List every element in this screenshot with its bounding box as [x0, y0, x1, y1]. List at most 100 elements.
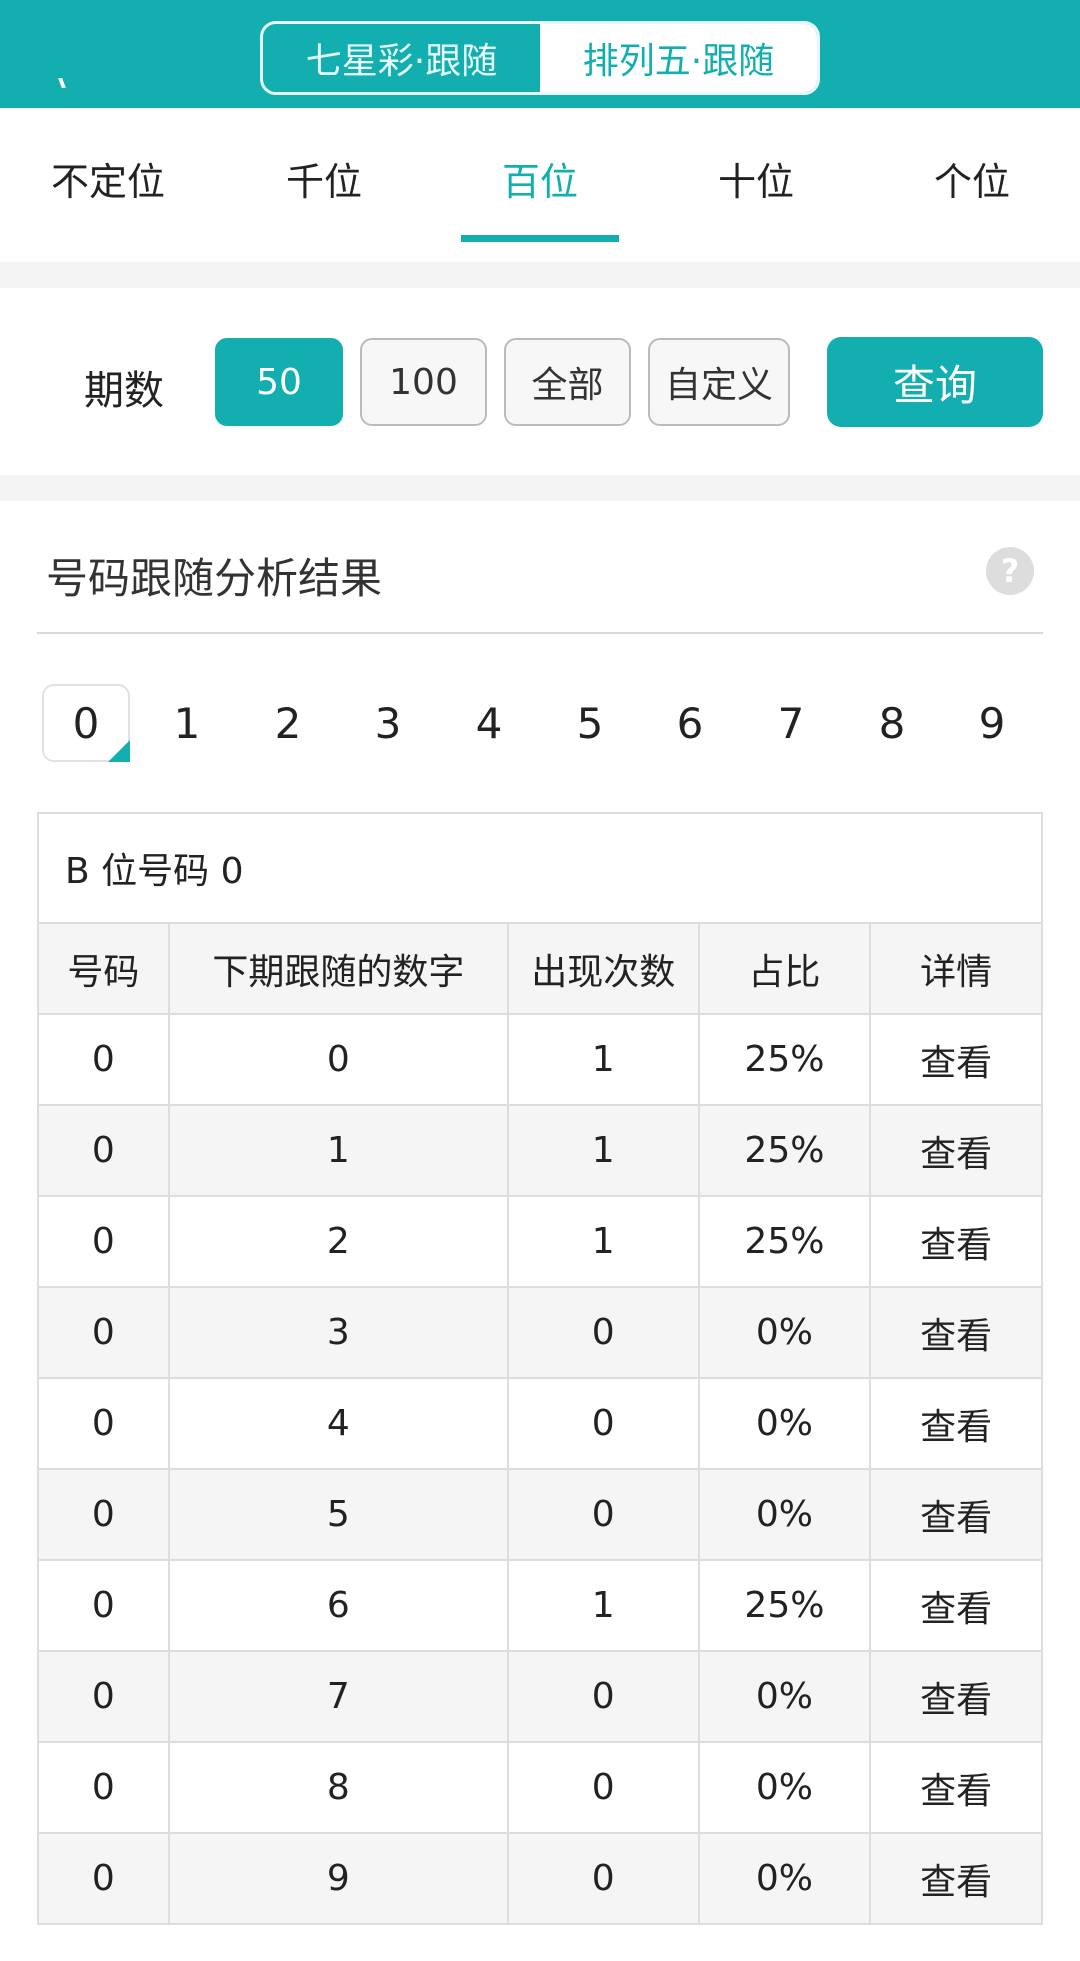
view-detail-link[interactable]: 查看 — [869, 1559, 1043, 1652]
app-header: 七星彩·跟随 排列五·跟随 — [0, 0, 1080, 108]
follow-table: B 位号码 0 号码 下期跟随的数字 出现次数 占比 详情 0 0 1 25% 查看 0 1… — [37, 812, 1043, 1925]
cell-count: 1 — [506, 1195, 700, 1288]
cell-count: 0 — [506, 1286, 700, 1379]
cell-count: 1 — [506, 1559, 700, 1652]
cell-next-digit: 1 — [167, 1104, 509, 1197]
view-detail-link[interactable]: 查看 — [869, 1195, 1043, 1288]
digit-2[interactable]: 2 — [274, 698, 302, 748]
cell-next-digit: 3 — [167, 1286, 509, 1379]
cell-number: 0 — [37, 1377, 170, 1470]
view-detail-link[interactable]: 查看 — [869, 1741, 1043, 1834]
cell-count: 0 — [506, 1650, 700, 1743]
cell-count: 1 — [506, 1013, 700, 1106]
cell-next-digit: 0 — [167, 1013, 509, 1106]
digit-5[interactable]: 5 — [576, 698, 604, 748]
table-row: 0 3 0 0% 查看 — [37, 1286, 1043, 1379]
separator — [0, 262, 1080, 288]
cell-ratio: 0% — [697, 1741, 872, 1834]
table-row: 0 9 0 0% 查看 — [37, 1832, 1043, 1925]
cell-next-digit: 7 — [167, 1650, 509, 1743]
cell-count: 1 — [506, 1104, 700, 1197]
digit-6[interactable]: 6 — [676, 698, 704, 748]
tab-gewei[interactable]: 个位 — [933, 159, 1010, 204]
cell-number: 0 — [37, 1559, 170, 1652]
table-row: 0 7 0 0% 查看 — [37, 1650, 1043, 1743]
view-detail-link[interactable]: 查看 — [869, 1013, 1043, 1106]
cell-count: 0 — [506, 1832, 700, 1925]
period-selector: 期数 50 100 全部 自定义 查询 — [0, 288, 1080, 475]
tab-shiwei[interactable]: 十位 — [717, 159, 794, 204]
cell-next-digit: 9 — [167, 1832, 509, 1925]
digit-9[interactable]: 9 — [978, 698, 1006, 748]
cell-ratio: 25% — [697, 1195, 872, 1288]
period-label: 期数 — [84, 368, 164, 414]
separator — [0, 475, 1080, 501]
period-custom-button[interactable]: 自定义 — [648, 338, 790, 426]
col-ratio: 占比 — [697, 922, 872, 1015]
query-button[interactable]: 查询 — [827, 337, 1043, 427]
digit-7[interactable]: 7 — [777, 698, 805, 748]
cell-number: 0 — [37, 1832, 170, 1925]
divider — [37, 632, 1043, 634]
view-detail-link[interactable]: 查看 — [869, 1468, 1043, 1561]
period-100-button[interactable]: 100 — [360, 338, 487, 426]
tab-budingwei[interactable]: 不定位 — [50, 159, 165, 204]
cell-ratio: 0% — [697, 1650, 872, 1743]
table-row: 0 5 0 0% 查看 — [37, 1468, 1043, 1561]
digit-0[interactable]: 0 — [42, 684, 130, 762]
cell-ratio: 25% — [697, 1559, 872, 1652]
table-header: 号码 下期跟随的数字 出现次数 占比 详情 — [37, 922, 1043, 1015]
back-icon[interactable] — [58, 78, 76, 88]
view-detail-link[interactable]: 查看 — [869, 1286, 1043, 1379]
cell-count: 0 — [506, 1741, 700, 1834]
cell-number: 0 — [37, 1013, 170, 1106]
digit-1[interactable]: 1 — [173, 698, 201, 748]
digit-3[interactable]: 3 — [374, 698, 402, 748]
cell-ratio: 0% — [697, 1286, 872, 1379]
cell-ratio: 0% — [697, 1468, 872, 1561]
view-detail-link[interactable]: 查看 — [869, 1104, 1043, 1197]
tab-baiwei[interactable]: 百位 — [432, 108, 648, 262]
view-detail-link[interactable]: 查看 — [869, 1377, 1043, 1470]
cell-number: 0 — [37, 1650, 170, 1743]
cell-ratio: 25% — [697, 1013, 872, 1106]
cell-next-digit: 4 — [167, 1377, 509, 1470]
col-number: 号码 — [37, 922, 170, 1015]
cell-next-digit: 8 — [167, 1741, 509, 1834]
table-row: 0 6 1 25% 查看 — [37, 1559, 1043, 1652]
col-detail: 详情 — [869, 922, 1043, 1015]
cell-ratio: 25% — [697, 1104, 872, 1197]
toggle-pailiewu[interactable]: 排列五·跟随 — [540, 24, 817, 92]
table-row: 0 2 1 25% 查看 — [37, 1195, 1043, 1288]
table-row: 0 1 1 25% 查看 — [37, 1104, 1043, 1197]
section-title: 号码跟随分析结果 — [46, 554, 383, 603]
period-50-button[interactable]: 50 — [215, 338, 343, 426]
toggle-qixingcai[interactable]: 七星彩·跟随 — [305, 41, 498, 82]
cell-count: 0 — [506, 1377, 700, 1470]
table-caption: B 位号码 0 — [37, 812, 1043, 924]
digit-selector: 0 1 2 3 4 5 6 7 8 9 — [37, 684, 1043, 764]
table-row: 0 0 1 25% 查看 — [37, 1013, 1043, 1106]
table-row: 0 8 0 0% 查看 — [37, 1741, 1043, 1834]
question-circle-icon[interactable]: ? — [986, 547, 1034, 595]
lottery-toggle: 七星彩·跟随 排列五·跟随 — [260, 21, 820, 95]
cell-ratio: 0% — [697, 1832, 872, 1925]
cell-count: 0 — [506, 1468, 700, 1561]
cell-next-digit: 6 — [167, 1559, 509, 1652]
cell-number: 0 — [37, 1286, 170, 1379]
table-row: 0 4 0 0% 查看 — [37, 1377, 1043, 1470]
cell-number: 0 — [37, 1468, 170, 1561]
view-detail-link[interactable]: 查看 — [869, 1832, 1043, 1925]
tab-qianwei[interactable]: 千位 — [285, 159, 362, 204]
cell-ratio: 0% — [697, 1377, 872, 1470]
col-count: 出现次数 — [506, 922, 700, 1015]
digit-4[interactable]: 4 — [475, 698, 503, 748]
cell-number: 0 — [37, 1104, 170, 1197]
view-detail-link[interactable]: 查看 — [869, 1650, 1043, 1743]
cell-next-digit: 2 — [167, 1195, 509, 1288]
digit-8[interactable]: 8 — [878, 698, 906, 748]
period-all-button[interactable]: 全部 — [504, 338, 631, 426]
position-tabs: 不定位 千位 百位 十位 个位 — [0, 108, 1080, 262]
col-next-digit: 下期跟随的数字 — [167, 922, 509, 1015]
cell-number: 0 — [37, 1195, 170, 1288]
